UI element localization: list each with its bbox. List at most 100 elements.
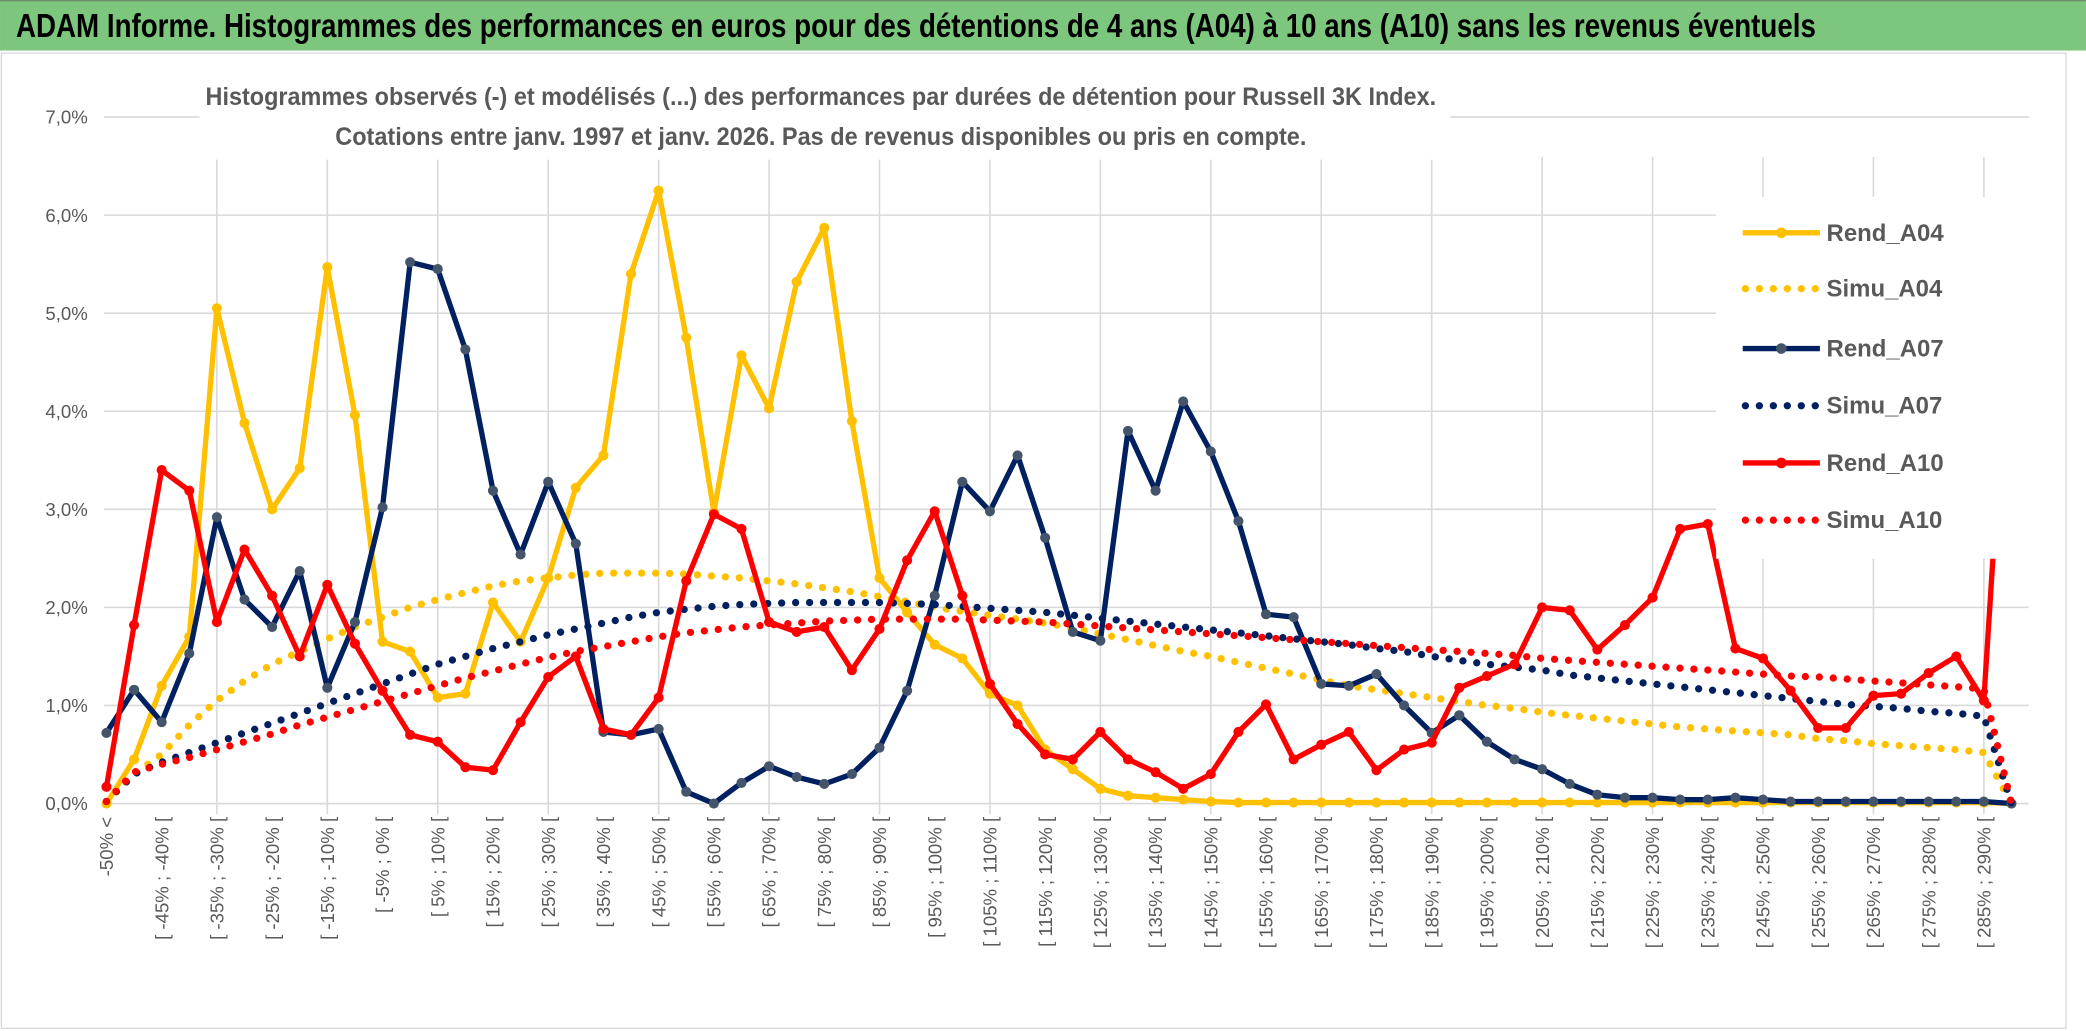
data-point xyxy=(211,303,222,314)
data-point xyxy=(929,506,940,517)
data-point xyxy=(846,416,857,427)
data-point xyxy=(1592,797,1603,808)
data-point xyxy=(653,692,664,703)
data-point xyxy=(515,549,526,560)
x-tick-label: [ 45% ; 50% [ xyxy=(648,816,669,928)
data-point xyxy=(460,344,471,355)
data-point xyxy=(129,684,140,695)
x-tick-label: [ 105% ; 110% [ xyxy=(980,816,1001,947)
y-tick-label: 1,0% xyxy=(45,695,87,716)
data-point xyxy=(1813,796,1824,807)
data-point xyxy=(101,781,112,792)
x-tick-label: [ 245% ; 250% [ xyxy=(1753,816,1774,948)
data-point xyxy=(1564,797,1575,808)
data-point xyxy=(432,736,443,747)
data-point xyxy=(156,680,167,691)
chart-title: Histogrammes observés (-) et modélisés (… xyxy=(199,74,1451,160)
data-point xyxy=(929,639,940,650)
data-point xyxy=(1454,682,1465,693)
data-point xyxy=(294,463,305,474)
data-point xyxy=(1205,769,1216,780)
legend-label: Rend_A07 xyxy=(1827,336,1944,363)
legend-entry: Simu_A10 xyxy=(1741,507,1942,534)
data-point xyxy=(1785,685,1796,696)
chart-title-background xyxy=(199,74,1451,160)
x-tick-label: [ 205% ; 210% [ xyxy=(1532,816,1553,948)
data-point xyxy=(1012,700,1023,711)
data-point xyxy=(1592,644,1603,655)
legend-label: Rend_A10 xyxy=(1827,450,1944,477)
data-point xyxy=(653,185,664,196)
x-tick-label: [ 225% ; 230% [ xyxy=(1642,816,1663,948)
x-tick-label: -50% < xyxy=(96,817,117,876)
data-point xyxy=(543,476,554,487)
x-tick-label: [ 95% ; 100% [ xyxy=(924,816,945,938)
data-point xyxy=(1316,797,1327,808)
report-title: ADAM Informe. Histogrammes des performan… xyxy=(16,8,1816,45)
data-point xyxy=(349,410,360,421)
data-point xyxy=(1122,425,1134,436)
data-point xyxy=(129,754,140,765)
data-point xyxy=(267,621,278,633)
data-point xyxy=(1951,796,1962,807)
legend-entry: Rend_A07 xyxy=(1742,336,1944,363)
data-point xyxy=(1399,797,1410,808)
data-point xyxy=(929,590,940,601)
y-axis-tick-labels: 0,0% 1,0% 2,0% 3,0% 4,0% 5,0% 6,0% 7,0% xyxy=(45,107,87,814)
data-point xyxy=(1040,749,1051,760)
data-point xyxy=(1095,635,1106,646)
data-point xyxy=(1868,690,1879,701)
data-point xyxy=(1288,754,1299,765)
data-point xyxy=(653,723,664,735)
data-point xyxy=(1205,796,1216,807)
data-point xyxy=(764,403,775,414)
data-point xyxy=(1260,699,1272,710)
data-point xyxy=(515,717,526,728)
data-point xyxy=(1122,754,1134,765)
legend-label: Simu_A04 xyxy=(1827,276,1943,303)
data-point xyxy=(708,798,719,809)
data-point xyxy=(791,276,802,287)
data-point xyxy=(874,572,885,584)
x-tick-label: [ 215% ; 220% [ xyxy=(1587,816,1608,948)
data-point xyxy=(1067,626,1078,637)
x-tick-label: [ 125% ; 130% [ xyxy=(1090,816,1111,948)
data-point xyxy=(1150,767,1161,778)
data-point xyxy=(267,590,278,601)
data-point xyxy=(1647,792,1658,803)
data-point xyxy=(1702,518,1713,530)
x-tick-label: [ 35% ; 40% [ xyxy=(593,816,614,928)
series-line xyxy=(103,268,2015,792)
data-point xyxy=(1260,609,1272,620)
y-tick-label: 3,0% xyxy=(45,499,87,520)
legend-entry: Rend_A10 xyxy=(1742,450,1944,477)
x-tick-label: [ 235% ; 240% [ xyxy=(1697,816,1718,948)
legend: Rend_A04 Simu_A04 Rend_A07 Simu_A07 Rend_A10… xyxy=(1716,196,2060,559)
data-point xyxy=(1095,783,1106,794)
data-point xyxy=(1150,792,1161,803)
data-point xyxy=(736,777,747,788)
data-point xyxy=(1895,688,1907,699)
data-point xyxy=(791,771,802,783)
data-point xyxy=(432,264,443,275)
data-point xyxy=(1619,792,1631,803)
legend-entry: Simu_A04 xyxy=(1741,276,1943,303)
data-point xyxy=(294,651,305,662)
data-point xyxy=(1868,796,1879,807)
series-line xyxy=(102,598,2016,808)
data-point xyxy=(570,482,581,493)
x-tick-label: [ 65% ; 70% [ xyxy=(759,816,780,928)
data-point xyxy=(625,268,637,280)
header-bar: ADAM Informe. Histogrammes des performan… xyxy=(0,0,2086,51)
x-tick-label: [ 275% ; 280% [ xyxy=(1918,816,1939,948)
data-point xyxy=(1730,643,1741,654)
data-point xyxy=(1371,669,1382,680)
data-point xyxy=(239,417,250,429)
data-point xyxy=(1343,797,1354,808)
data-point xyxy=(1399,700,1410,711)
data-point xyxy=(1454,710,1465,721)
legend-marker xyxy=(1776,343,1787,354)
data-point xyxy=(957,653,968,664)
data-point xyxy=(1564,778,1575,789)
data-point xyxy=(874,742,885,753)
